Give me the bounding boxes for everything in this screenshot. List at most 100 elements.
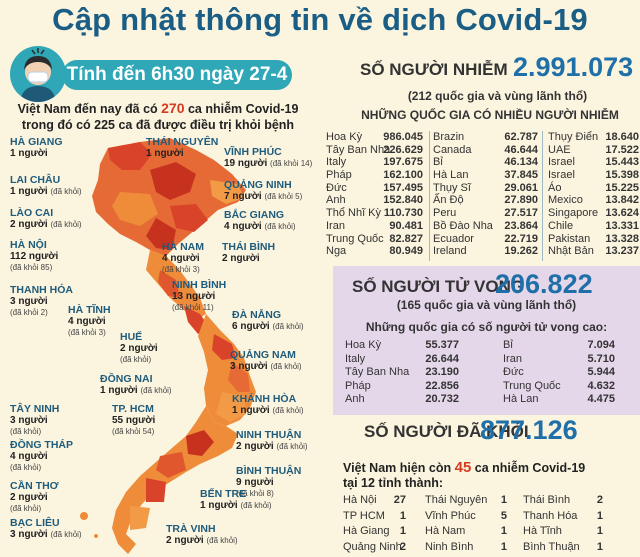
province-count: 4 người (68, 316, 106, 327)
province-name: TÂY NINH (10, 403, 60, 415)
province-count: 4 người (224, 221, 262, 232)
province-note: (đã khỏi 54) (112, 427, 155, 436)
row-value: 27.890 (504, 194, 538, 207)
table-row: Chile 13.331 (548, 220, 639, 233)
row-label: TP HCM (343, 509, 385, 522)
row-value: 1 (596, 540, 603, 553)
row-label: Thái Nguyên (425, 494, 488, 506)
province-label-binh-thuan: BÌNH THUẬN 9 người (đã khỏi 8) (236, 466, 301, 499)
column-divider (542, 131, 543, 261)
row-label: Hà Giang (343, 525, 390, 537)
row-label: Bình Thuận (523, 540, 580, 553)
row-label: Chile (548, 219, 574, 232)
table-row: Tây Ban Nha 23.190 (345, 366, 459, 380)
recovered-label: SỐ NGƯỜI ĐÃ KHỎI (364, 422, 529, 441)
row-label: Pakistan (548, 232, 591, 245)
table-row: Pháp 162.100 (326, 169, 423, 182)
province-name: ĐỒNG NAI (100, 373, 153, 385)
province-label-ben-tre: BẾN TRE 1 người (đã khỏi) (200, 488, 272, 512)
row-label: Iran (503, 352, 522, 365)
row-value: 19.262 (504, 245, 538, 258)
row-value: 197.675 (383, 156, 423, 169)
province-name: THANH HÓA (10, 284, 73, 296)
province-note: (đã khỏi) (272, 406, 304, 415)
table-row: Bình Thuận 1 (523, 541, 603, 557)
province-name: VĨNH PHÚC (224, 146, 282, 158)
province-label-ha-noi: HÀ NỘI 112 người (đã khỏi 85) (10, 240, 58, 273)
table-row: Hà Giang 1 (343, 525, 406, 541)
province-name: HUẾ (120, 331, 143, 343)
row-value: 13.328 (605, 232, 639, 245)
remaining-column-3: Thái Bình 2 Thanh Hóa 1 Hà Tĩnh 1 Bình Thuận 1 (523, 494, 603, 556)
row-label: Trung Quốc (326, 232, 384, 245)
row-value: 27 (393, 494, 406, 506)
province-label-thai-nguyen: THÁI NGUYÊN 1 người (146, 136, 219, 160)
infected-column-2: Brazin 62.787 Canada 46.644 Bỉ 46.134 Hà Lan 37… (433, 131, 538, 258)
province-label-lao-cai: LÀO CAI 2 người (đã khỏi) (10, 208, 82, 231)
deaths-column-1: Hoa Kỳ 55.377 Italy 26.644 Tây Ban Nha 23.190… (345, 339, 459, 407)
row-label: Hà Lan (433, 169, 469, 182)
row-value: 55.377 (425, 339, 459, 351)
remaining-count: 45 (454, 459, 472, 476)
table-row: Pháp 22.856 (345, 380, 459, 394)
intro-total: 270 (161, 100, 185, 116)
remaining-provinces-caption: tại 12 tỉnh thành: (343, 476, 443, 490)
row-value: 18.640 (605, 131, 639, 143)
province-name: ĐÀ NẴNG (232, 309, 281, 321)
province-name: BẠC LIÊU (10, 517, 60, 529)
table-row: Israel 15.398 (548, 169, 639, 182)
province-label-quang-ninh: QUẢNG NINH 7 người (đã khỏi 5) (224, 180, 302, 203)
row-value: 46.644 (504, 143, 538, 156)
row-value: 15.443 (605, 156, 639, 169)
row-label: Hà Tĩnh (523, 525, 562, 537)
province-name: THÁI NGUYÊN (146, 136, 219, 148)
province-name: BẾN TRE (200, 488, 247, 500)
province-label-ha-nam: HÀ NAM 4 người (đã khỏi 3) (162, 242, 204, 275)
province-note: (đã khỏi 8) (236, 489, 274, 498)
province-label-thai-binh: THÁI BÌNH 2 người (222, 241, 276, 265)
row-label: Bỉ (503, 339, 513, 351)
province-count: 55 người (112, 415, 156, 426)
row-label: Thái Bình (523, 494, 571, 506)
table-row: Thái Bình 2 (523, 494, 603, 510)
table-row: Vĩnh Phúc 5 (425, 510, 507, 526)
province-label-da-nang: ĐÀ NẴNG 6 người (đã khỏi) (232, 309, 304, 333)
row-value: 1 (399, 525, 406, 537)
row-value: 13.331 (605, 219, 639, 232)
column-divider (429, 131, 430, 261)
province-note: (đã khỏi) (270, 362, 302, 371)
province-label-tra-vinh: TRÀ VINH 2 người (đã khỏi) (166, 523, 238, 547)
table-row: TP HCM 1 (343, 510, 406, 526)
row-label: Israel (548, 169, 575, 182)
province-label-quang-nam: QUẢNG NAM 3 người (đã khỏi) (230, 350, 302, 373)
province-name: THÁI BÌNH (222, 241, 276, 253)
province-name: TRÀ VINH (166, 523, 216, 535)
remaining-column-1: Hà Nội 27 TP HCM 1 Hà Giang 1 Quảng Ninh 2 (343, 494, 406, 556)
province-label-dong-nai: ĐỒNG NAI 1 người (đã khỏi) (100, 373, 172, 397)
province-name: NINH BÌNH (172, 279, 227, 291)
province-label-vinh-phuc: VĨNH PHÚC 19 người (đã khỏi 14) (224, 146, 312, 170)
row-value: 5 (500, 509, 507, 522)
province-count: 1 người (232, 405, 270, 416)
row-value: 110.730 (383, 207, 423, 220)
row-value: 4.632 (587, 379, 615, 392)
infected-column-3: Thụy Điển 18.640 UAE 17.522 Israel 15.443 Isra… (548, 131, 639, 258)
province-count: 9 người (236, 477, 274, 488)
province-note: (đã khỏi) (50, 220, 82, 229)
province-count: 19 người (224, 158, 268, 169)
row-value: 90.481 (389, 219, 423, 232)
table-row: Ireland 19.262 (433, 245, 538, 258)
province-note: (đã khỏi) (50, 187, 82, 196)
province-name: BÌNH THUẬN (236, 465, 302, 477)
table-row: Hoa Kỳ 55.377 (345, 339, 459, 353)
row-value: 26.644 (425, 352, 459, 365)
province-note: (đã khỏi) (10, 504, 42, 513)
remaining-text-end: ca nhiễm Covid-19 (471, 461, 586, 475)
province-count: 7 người (224, 191, 262, 202)
table-row: Iran 90.481 (326, 220, 423, 233)
row-value: 1 (596, 525, 603, 537)
row-value: 162.100 (383, 169, 423, 182)
masked-person-icon (10, 46, 66, 102)
row-value: 22.856 (425, 379, 459, 392)
page-title: Cập nhật thông tin về dịch Covid-19 (52, 2, 588, 37)
